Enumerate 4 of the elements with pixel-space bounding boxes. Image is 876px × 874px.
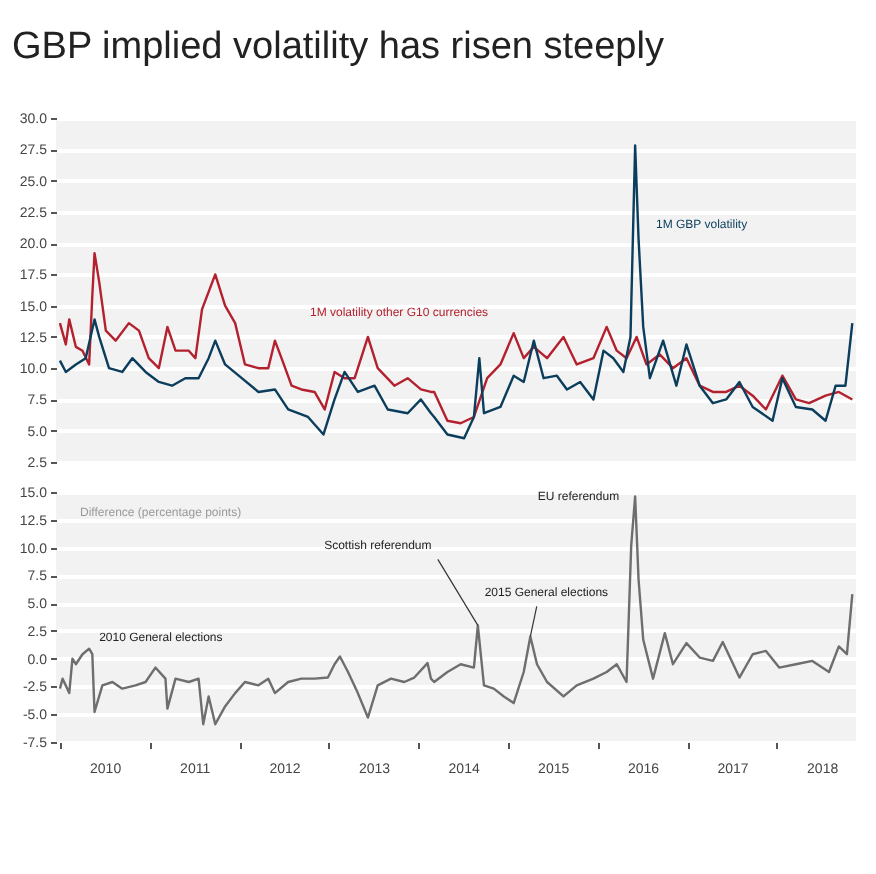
chart-title: GBP implied volatility has risen steeply [12, 26, 665, 68]
line-series [58, 495, 854, 726]
line-series [58, 144, 854, 440]
line-series [58, 251, 854, 425]
